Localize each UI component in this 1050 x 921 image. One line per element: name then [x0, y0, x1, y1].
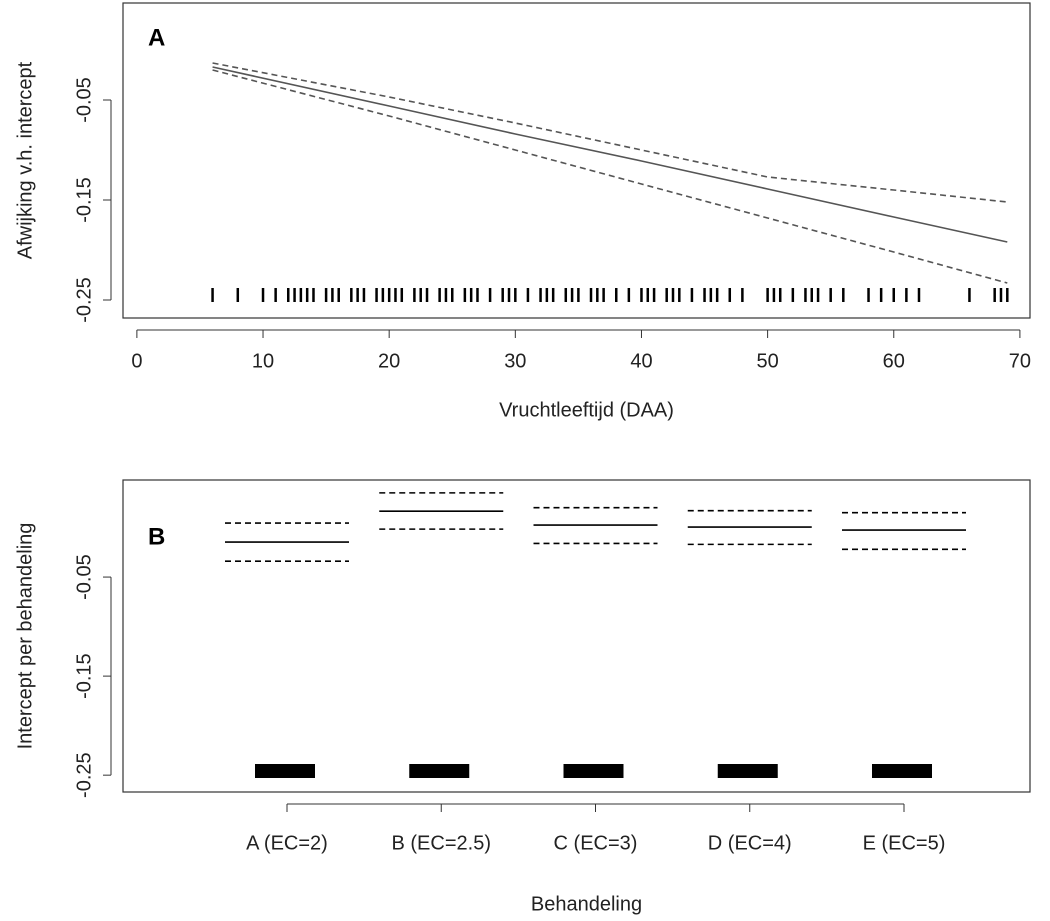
fit-line — [212, 62, 1008, 203]
y-tick-label: -0.15 — [73, 177, 95, 223]
x-tick-label: C (EC=3) — [554, 832, 638, 854]
x-tick-label: 40 — [630, 350, 652, 372]
panel-label: A — [148, 24, 165, 51]
x-tick-label: 20 — [378, 350, 400, 372]
panel-label: B — [148, 523, 165, 550]
x-tick-label: 50 — [756, 350, 778, 372]
y-tick-label: -0.15 — [73, 653, 95, 699]
x-tick-label: A (EC=2) — [246, 832, 328, 854]
x-tick-label: 70 — [1009, 350, 1031, 372]
rug-block — [872, 764, 932, 778]
y-tick-label: -0.25 — [73, 752, 95, 798]
x-tick-label: E (EC=5) — [863, 832, 946, 854]
x-tick-label: 30 — [504, 350, 526, 372]
rug-block — [717, 764, 778, 778]
x-axis-title: Vruchtleeftijd (DAA) — [499, 399, 674, 421]
y-tick-label: -0.25 — [73, 277, 95, 323]
x-tick-label: D (EC=4) — [708, 832, 792, 854]
plot-frame — [122, 479, 1031, 793]
x-tick-label: 10 — [252, 350, 274, 372]
y-tick-label: -0.05 — [73, 77, 95, 123]
y-axis-title: Intercept per behandeling — [14, 523, 36, 750]
y-axis-title: Afwijking v.h. intercept — [14, 61, 36, 259]
y-tick-label: -0.05 — [73, 554, 95, 600]
plot-frame — [122, 2, 1031, 319]
fit-line — [212, 69, 1008, 284]
x-axis-title: Behandeling — [531, 893, 642, 915]
x-tick-label: 60 — [883, 350, 905, 372]
x-tick-label: B (EC=2.5) — [392, 832, 491, 854]
rug-block — [409, 764, 470, 778]
x-tick-label: 0 — [131, 350, 142, 372]
rug-block — [255, 764, 315, 778]
fit-line — [212, 66, 1008, 243]
rug-block — [563, 764, 624, 778]
